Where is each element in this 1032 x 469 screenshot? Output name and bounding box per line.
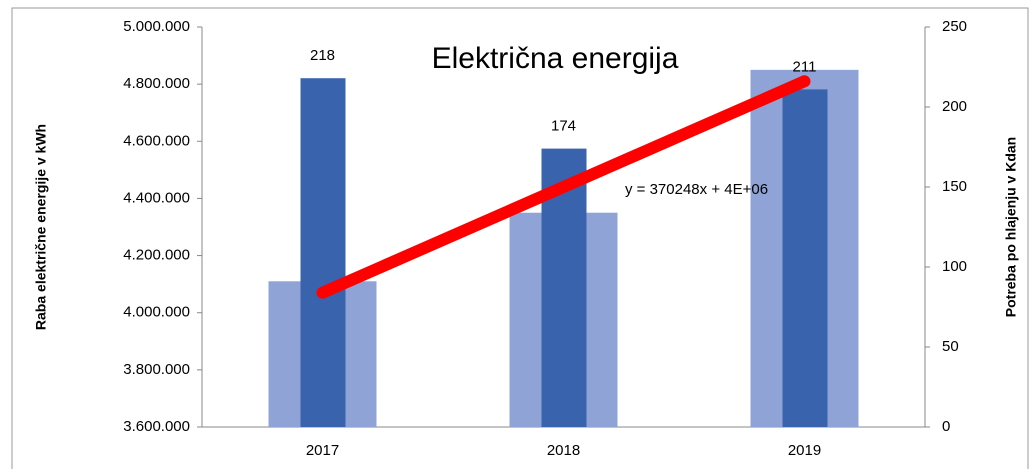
chart-title: Električna energija bbox=[432, 42, 679, 75]
bar bbox=[300, 78, 346, 427]
y-tick-label: 4.800.000 bbox=[123, 75, 190, 92]
data-label: 174 bbox=[551, 118, 576, 135]
bar bbox=[782, 89, 828, 428]
y2-axis-label: Potreba po hlajenju v Kdan bbox=[1003, 137, 1019, 317]
y2-tick-label: 100 bbox=[942, 258, 967, 275]
x-tick-label: 2019 bbox=[788, 442, 821, 459]
x-tick-label: 2018 bbox=[547, 442, 580, 459]
y2-tick-label: 150 bbox=[942, 178, 967, 195]
y-axis-label: Raba električne energije v kWh bbox=[33, 124, 49, 330]
y-tick-label: 4.000.000 bbox=[123, 304, 190, 321]
data-label: 211 bbox=[793, 58, 817, 75]
y-tick-label: 3.800.000 bbox=[123, 361, 190, 378]
y2-tick-label: 0 bbox=[942, 418, 950, 435]
y-tick-label: 3.600.000 bbox=[123, 418, 190, 435]
trendline bbox=[316, 75, 811, 299]
y2-tick-label: 200 bbox=[942, 98, 967, 115]
y-tick-label: 5.000.000 bbox=[123, 18, 190, 35]
annotation: y = 370248x + 4E+06 bbox=[625, 181, 768, 198]
chart-frame bbox=[11, 7, 1029, 469]
y2-tick-label: 250 bbox=[942, 18, 967, 35]
data-label: 218 bbox=[310, 47, 335, 64]
x-tick-label: 2017 bbox=[306, 442, 339, 459]
y-tick-label: 4.400.000 bbox=[123, 189, 190, 206]
y2-tick-label: 50 bbox=[942, 338, 959, 355]
y-tick-label: 4.200.000 bbox=[123, 247, 190, 264]
y-tick-label: 4.600.000 bbox=[123, 132, 190, 149]
